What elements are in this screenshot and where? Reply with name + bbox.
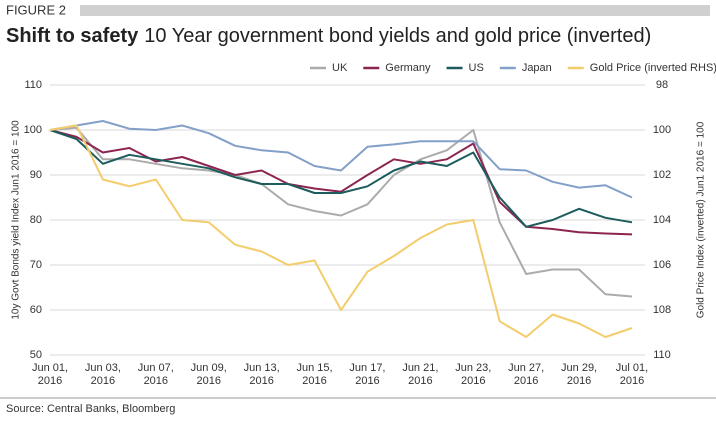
legend-label: UK xyxy=(332,62,348,74)
source: Source: Central Banks, Bloomberg xyxy=(6,403,175,415)
y-tick-label: 80 xyxy=(30,214,42,226)
title-bold: Shift to safety xyxy=(6,25,139,47)
y2-axis-label: Gold Price Index (inverted) Jun1 2016 = … xyxy=(696,121,707,318)
x-tick-label: Jun 13, 2016 xyxy=(243,362,280,387)
legend-label: US xyxy=(469,62,484,74)
legend-label: Gold Price (inverted RHS) xyxy=(590,62,716,74)
y-axis-label: 10y Govt Bonds yield Index Jun1 2016 = 1… xyxy=(11,120,22,320)
x-tick-label: Jun 29, 2016 xyxy=(561,362,598,387)
x-tick-label: Jun 21, 2016 xyxy=(402,362,439,387)
x-tick-label: Jun 07, 2016 xyxy=(137,362,174,387)
x-tick-label: Jun 23, 2016 xyxy=(455,362,492,387)
x-tick-label: Jun 27, 2016 xyxy=(508,362,545,387)
legend-label: Germany xyxy=(385,62,431,74)
y2-tick-label: 98 xyxy=(656,79,668,91)
x-tick-label: Jun 03, 2016 xyxy=(84,362,121,387)
header-bar xyxy=(80,5,710,16)
series-line xyxy=(49,129,633,228)
x-tick-label: Jun 01, 2016 xyxy=(31,362,69,387)
y2-tick-label: 106 xyxy=(653,259,671,271)
y2-tick-label: 110 xyxy=(653,349,671,361)
y-tick-label: 60 xyxy=(30,304,42,316)
legend-label: Japan xyxy=(522,62,552,74)
y2-tick-label: 104 xyxy=(653,214,671,226)
y-tick-label: 90 xyxy=(30,169,42,181)
y2-tick-label: 100 xyxy=(653,124,671,136)
title-rest: 10 Year government bond yields and gold … xyxy=(144,25,651,47)
series-line xyxy=(49,126,633,298)
y2-tick-label: 102 xyxy=(653,169,671,181)
y2-tick-label: 108 xyxy=(653,304,671,316)
series-line xyxy=(49,129,633,236)
x-tick-label: Jun 17, 2016 xyxy=(349,362,386,387)
x-tick-label: Jul 01, 2016 xyxy=(615,362,649,387)
figure-label: FIGURE 2 xyxy=(6,2,66,17)
y-tick-label: 100 xyxy=(24,124,42,136)
series-line xyxy=(49,120,633,199)
x-tick-label: Jun 09, 2016 xyxy=(190,362,227,387)
x-tick-label: Jun 15, 2016 xyxy=(296,362,333,387)
y-tick-label: 70 xyxy=(30,259,42,271)
y-tick-label: 110 xyxy=(24,79,42,91)
y-tick-label: 50 xyxy=(30,349,42,361)
series-line xyxy=(49,124,633,338)
chart-title: Shift to safety 10 Year government bond y… xyxy=(6,25,651,47)
